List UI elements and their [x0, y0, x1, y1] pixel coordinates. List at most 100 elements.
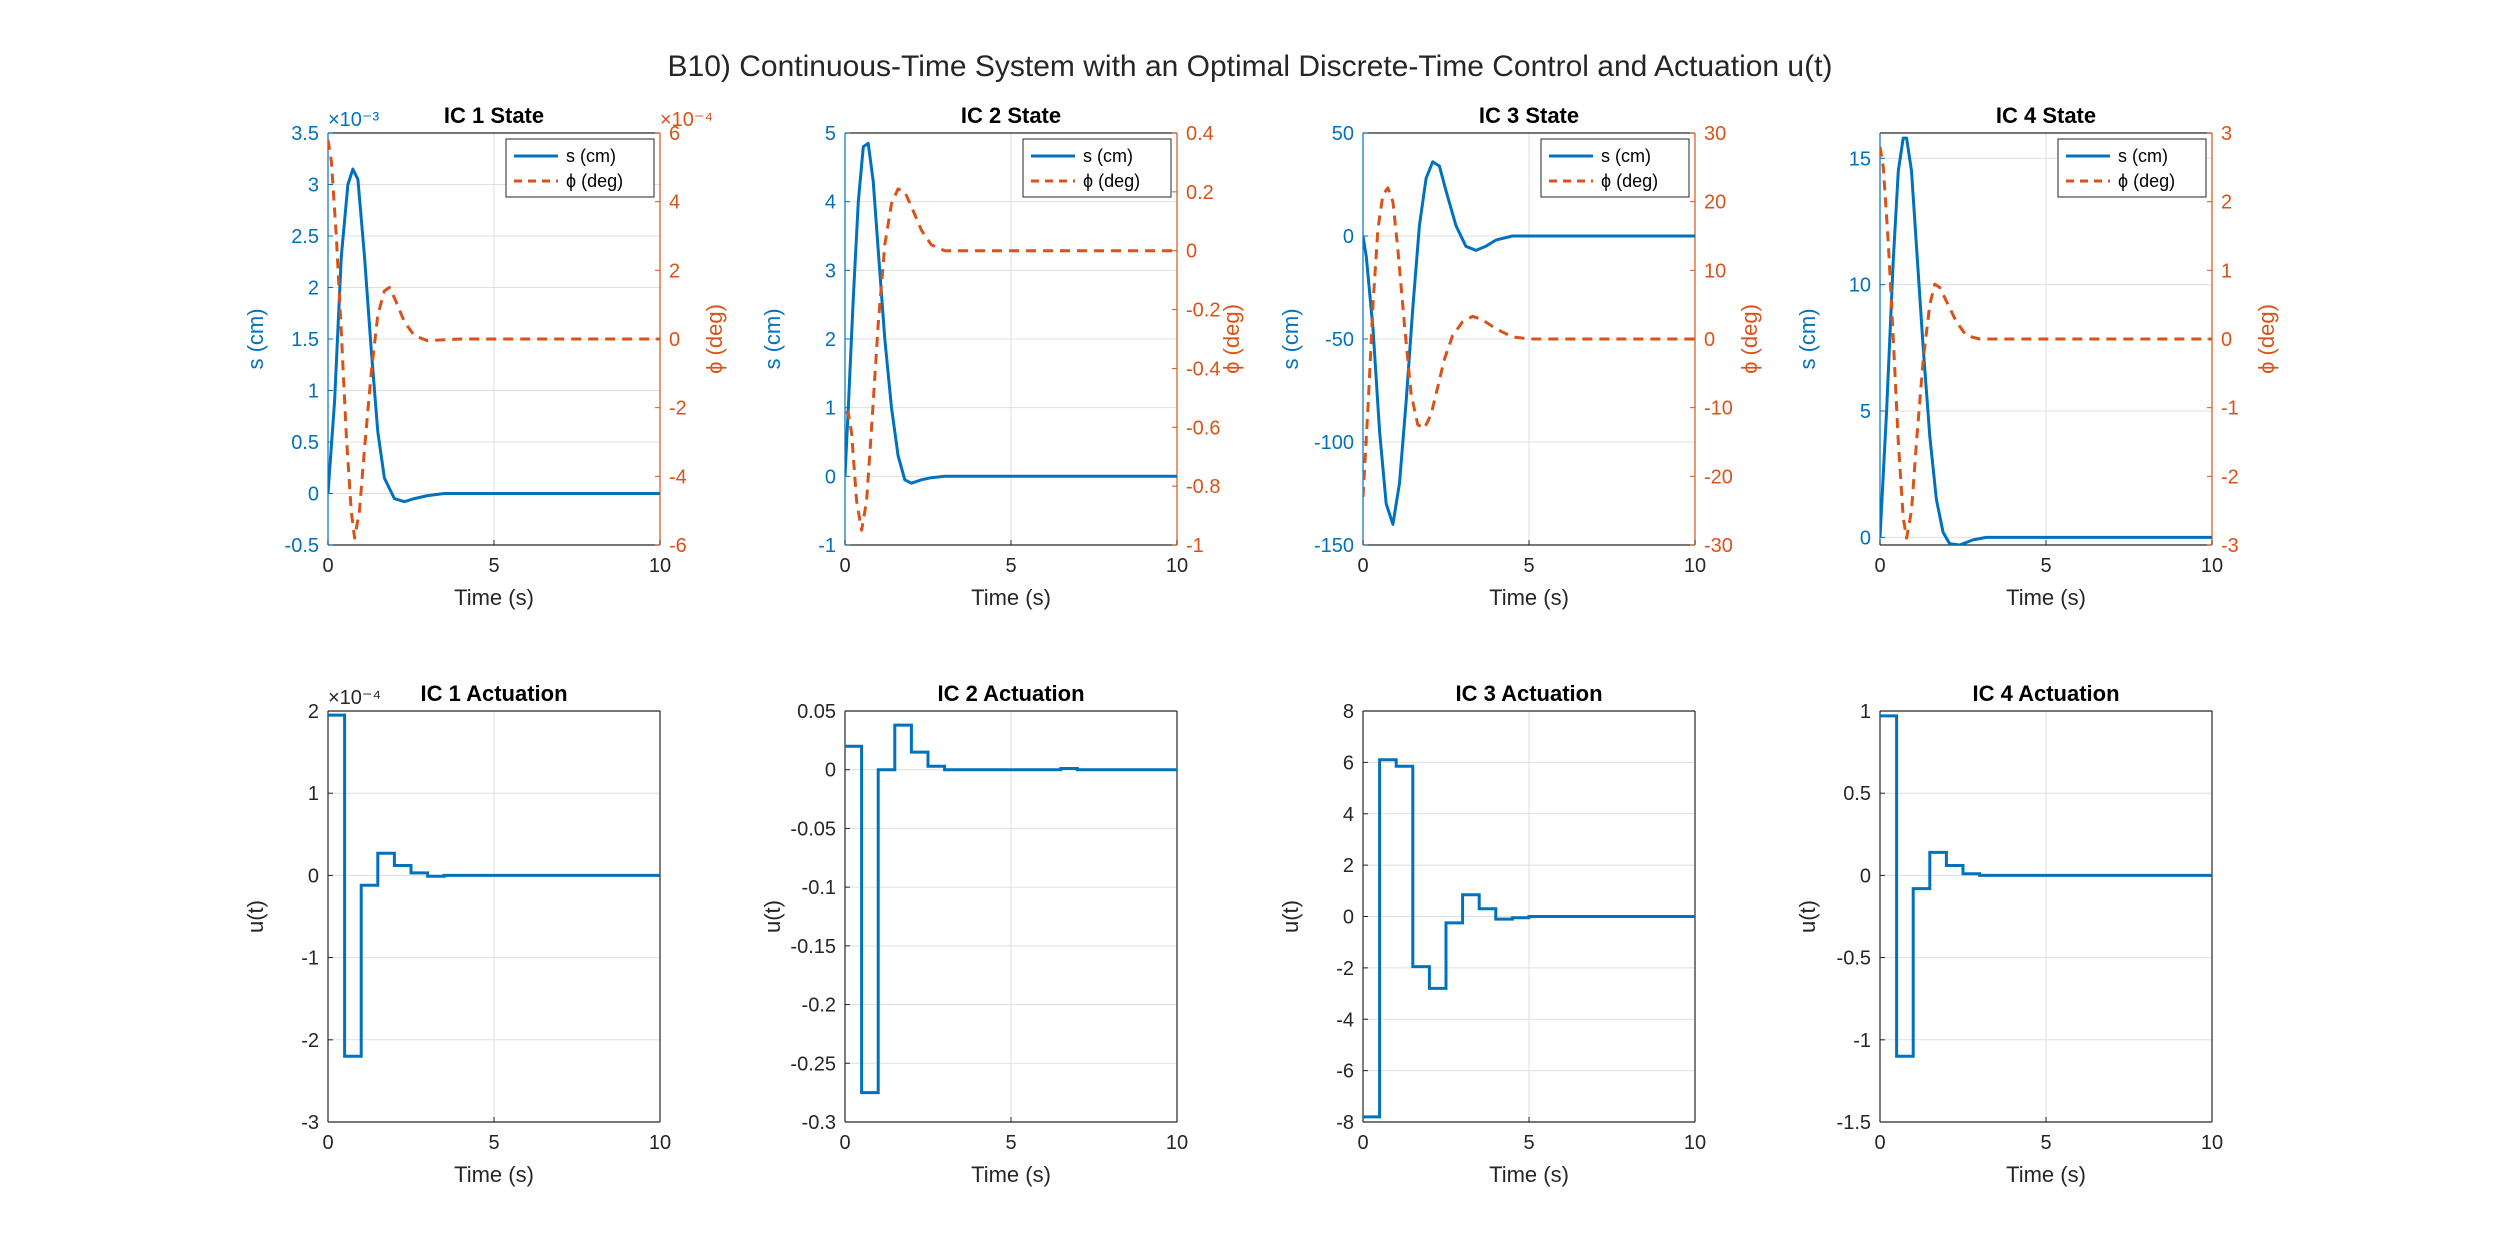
y-tick-label: 0 [308, 484, 319, 506]
y2-tick-label: -2 [2221, 466, 2239, 488]
y2-tick-label: 0 [2221, 329, 2232, 351]
x-tick-label: 5 [2040, 1132, 2051, 1154]
x-tick-label: 10 [1166, 1132, 1188, 1154]
y-tick-label: -1.5 [1837, 1112, 1871, 1134]
legend-label-phi: ϕ (deg) [1083, 171, 1140, 191]
subplot-6: 0 5 10 Time (s) -0.3 -0.25 -0.2 -0.15 -0.1 -0.05 0… [760, 681, 1188, 1187]
x-tick-label: 10 [1166, 555, 1188, 577]
y2-tick-label: 0.4 [1186, 123, 1214, 145]
y-tick-label: 0 [1860, 865, 1871, 887]
y-tick-label: -1 [301, 948, 319, 970]
plot-area [1880, 136, 2212, 545]
x-tick-label: 10 [2201, 1132, 2223, 1154]
y-tick-label: -150 [1314, 535, 1354, 557]
series-line-s [1880, 136, 2212, 545]
plot-area [845, 723, 1177, 1095]
legend-box [505, 138, 655, 198]
y-tick-label: -0.5 [1837, 948, 1871, 970]
series-line-u [845, 723, 1177, 1095]
plot-area [328, 713, 660, 1058]
y-tick-label: 0.5 [1843, 783, 1871, 805]
legend-box [2057, 138, 2207, 198]
x-tick-label: 10 [1684, 555, 1706, 577]
y-tick-label: 2 [308, 278, 319, 300]
subplot-title: IC 3 Actuation [1455, 681, 1602, 706]
y-tick-label: -50 [1325, 329, 1354, 351]
x-tick-label: 0 [1357, 555, 1368, 577]
legend-label-s: s (cm) [2118, 146, 2168, 166]
subplot-title: IC 2 State [961, 103, 1061, 128]
x-axis-label: Time (s) [1489, 1162, 1569, 1187]
y-tick-label: 5 [1860, 401, 1871, 423]
legend: s (cm) ϕ (deg) [505, 138, 655, 198]
y2-tick-label: 3 [2221, 123, 2232, 145]
x-axis-label: Time (s) [2006, 585, 2086, 610]
legend: s (cm) ϕ (deg) [1022, 138, 1172, 198]
x-tick-label: 5 [488, 1132, 499, 1154]
y2-tick-label: 2 [669, 260, 680, 282]
y-axis-label: s (cm) [243, 308, 268, 369]
y-axis-label: u(t) [1795, 900, 1820, 933]
y2-tick-label: -1 [1186, 535, 1204, 557]
series-line-phi [328, 139, 660, 540]
x-tick-label: 10 [649, 1132, 671, 1154]
y-tick-label: 0 [1343, 907, 1354, 929]
y2-tick-label: 0 [1704, 329, 1715, 351]
y-tick-label: -1 [818, 535, 836, 557]
y2-tick-label: 6 [669, 123, 680, 145]
legend: s (cm) ϕ (deg) [1540, 138, 1690, 198]
y-tick-label: 0.5 [291, 432, 319, 454]
y2-tick-label: 1 [2221, 260, 2232, 282]
y-tick-label: 10 [1849, 275, 1871, 297]
y-tick-label: 3.5 [291, 123, 319, 145]
subplot-7: 0 5 10 Time (s) -8 -6 -4 -2 0 2 4 6 8 IC 3 Actuation u… [1278, 681, 1706, 1187]
y-tick-label: 5 [825, 123, 836, 145]
subplot-title: IC 4 Actuation [1972, 681, 2119, 706]
y-tick-label: 50 [1332, 123, 1354, 145]
y-tick-label: 3 [308, 175, 319, 197]
x-tick-label: 0 [1357, 1132, 1368, 1154]
y-tick-label: 8 [1343, 701, 1354, 723]
legend-box [1022, 138, 1172, 198]
y-tick-label: 0 [308, 865, 319, 887]
y2-tick-label: 0.2 [1186, 182, 1214, 204]
y-axis-label: s (cm) [1278, 308, 1303, 369]
subplot-title: IC 3 State [1479, 103, 1579, 128]
y-exponent-label: ×10⁻³ [328, 109, 379, 131]
y-axis-label: s (cm) [1795, 308, 1820, 369]
y-tick-label: 1 [308, 381, 319, 403]
y-tick-label: 1.5 [291, 329, 319, 351]
subplot-8: 0 5 10 Time (s) -1.5 -1 -0.5 0 0.5 1 IC 4 Actuatio… [1795, 681, 2223, 1187]
subplot-title: IC 4 State [1996, 103, 2096, 128]
y-axis-label: s (cm) [760, 308, 785, 369]
legend-label-phi: ϕ (deg) [566, 171, 623, 191]
y2-tick-label: -20 [1704, 466, 1733, 488]
legend: s (cm) ϕ (deg) [2057, 138, 2207, 198]
y-tick-label: 0 [825, 760, 836, 782]
y2-tick-label: -0.6 [1186, 417, 1220, 439]
y-tick-label: -0.25 [790, 1053, 836, 1075]
x-tick-label: 0 [839, 1132, 850, 1154]
y2-axis-label: ϕ (deg) [2254, 304, 2279, 374]
series-line-s [845, 141, 1177, 485]
series-line-u [1363, 758, 1695, 1119]
y2-tick-label: -10 [1704, 398, 1733, 420]
y2-axis-label: ϕ (deg) [1219, 304, 1244, 374]
y-tick-label: 0 [1343, 226, 1354, 248]
legend-label-s: s (cm) [1601, 146, 1651, 166]
x-tick-label: 5 [2040, 555, 2051, 577]
plot-area [1880, 714, 2212, 1058]
y-tick-label: -0.1 [802, 877, 836, 899]
y-tick-label: -0.2 [802, 995, 836, 1017]
y2-tick-label: 20 [1704, 192, 1726, 214]
y2-tick-label: -1 [2221, 398, 2239, 420]
legend-label-phi: ϕ (deg) [1601, 171, 1658, 191]
y2-tick-label: 30 [1704, 123, 1726, 145]
series-line-s [1363, 160, 1695, 526]
legend-box [1540, 138, 1690, 198]
plot-area [1363, 160, 1695, 526]
x-axis-label: Time (s) [454, 1162, 534, 1187]
x-tick-label: 5 [1523, 555, 1534, 577]
y-tick-label: -0.5 [285, 535, 319, 557]
